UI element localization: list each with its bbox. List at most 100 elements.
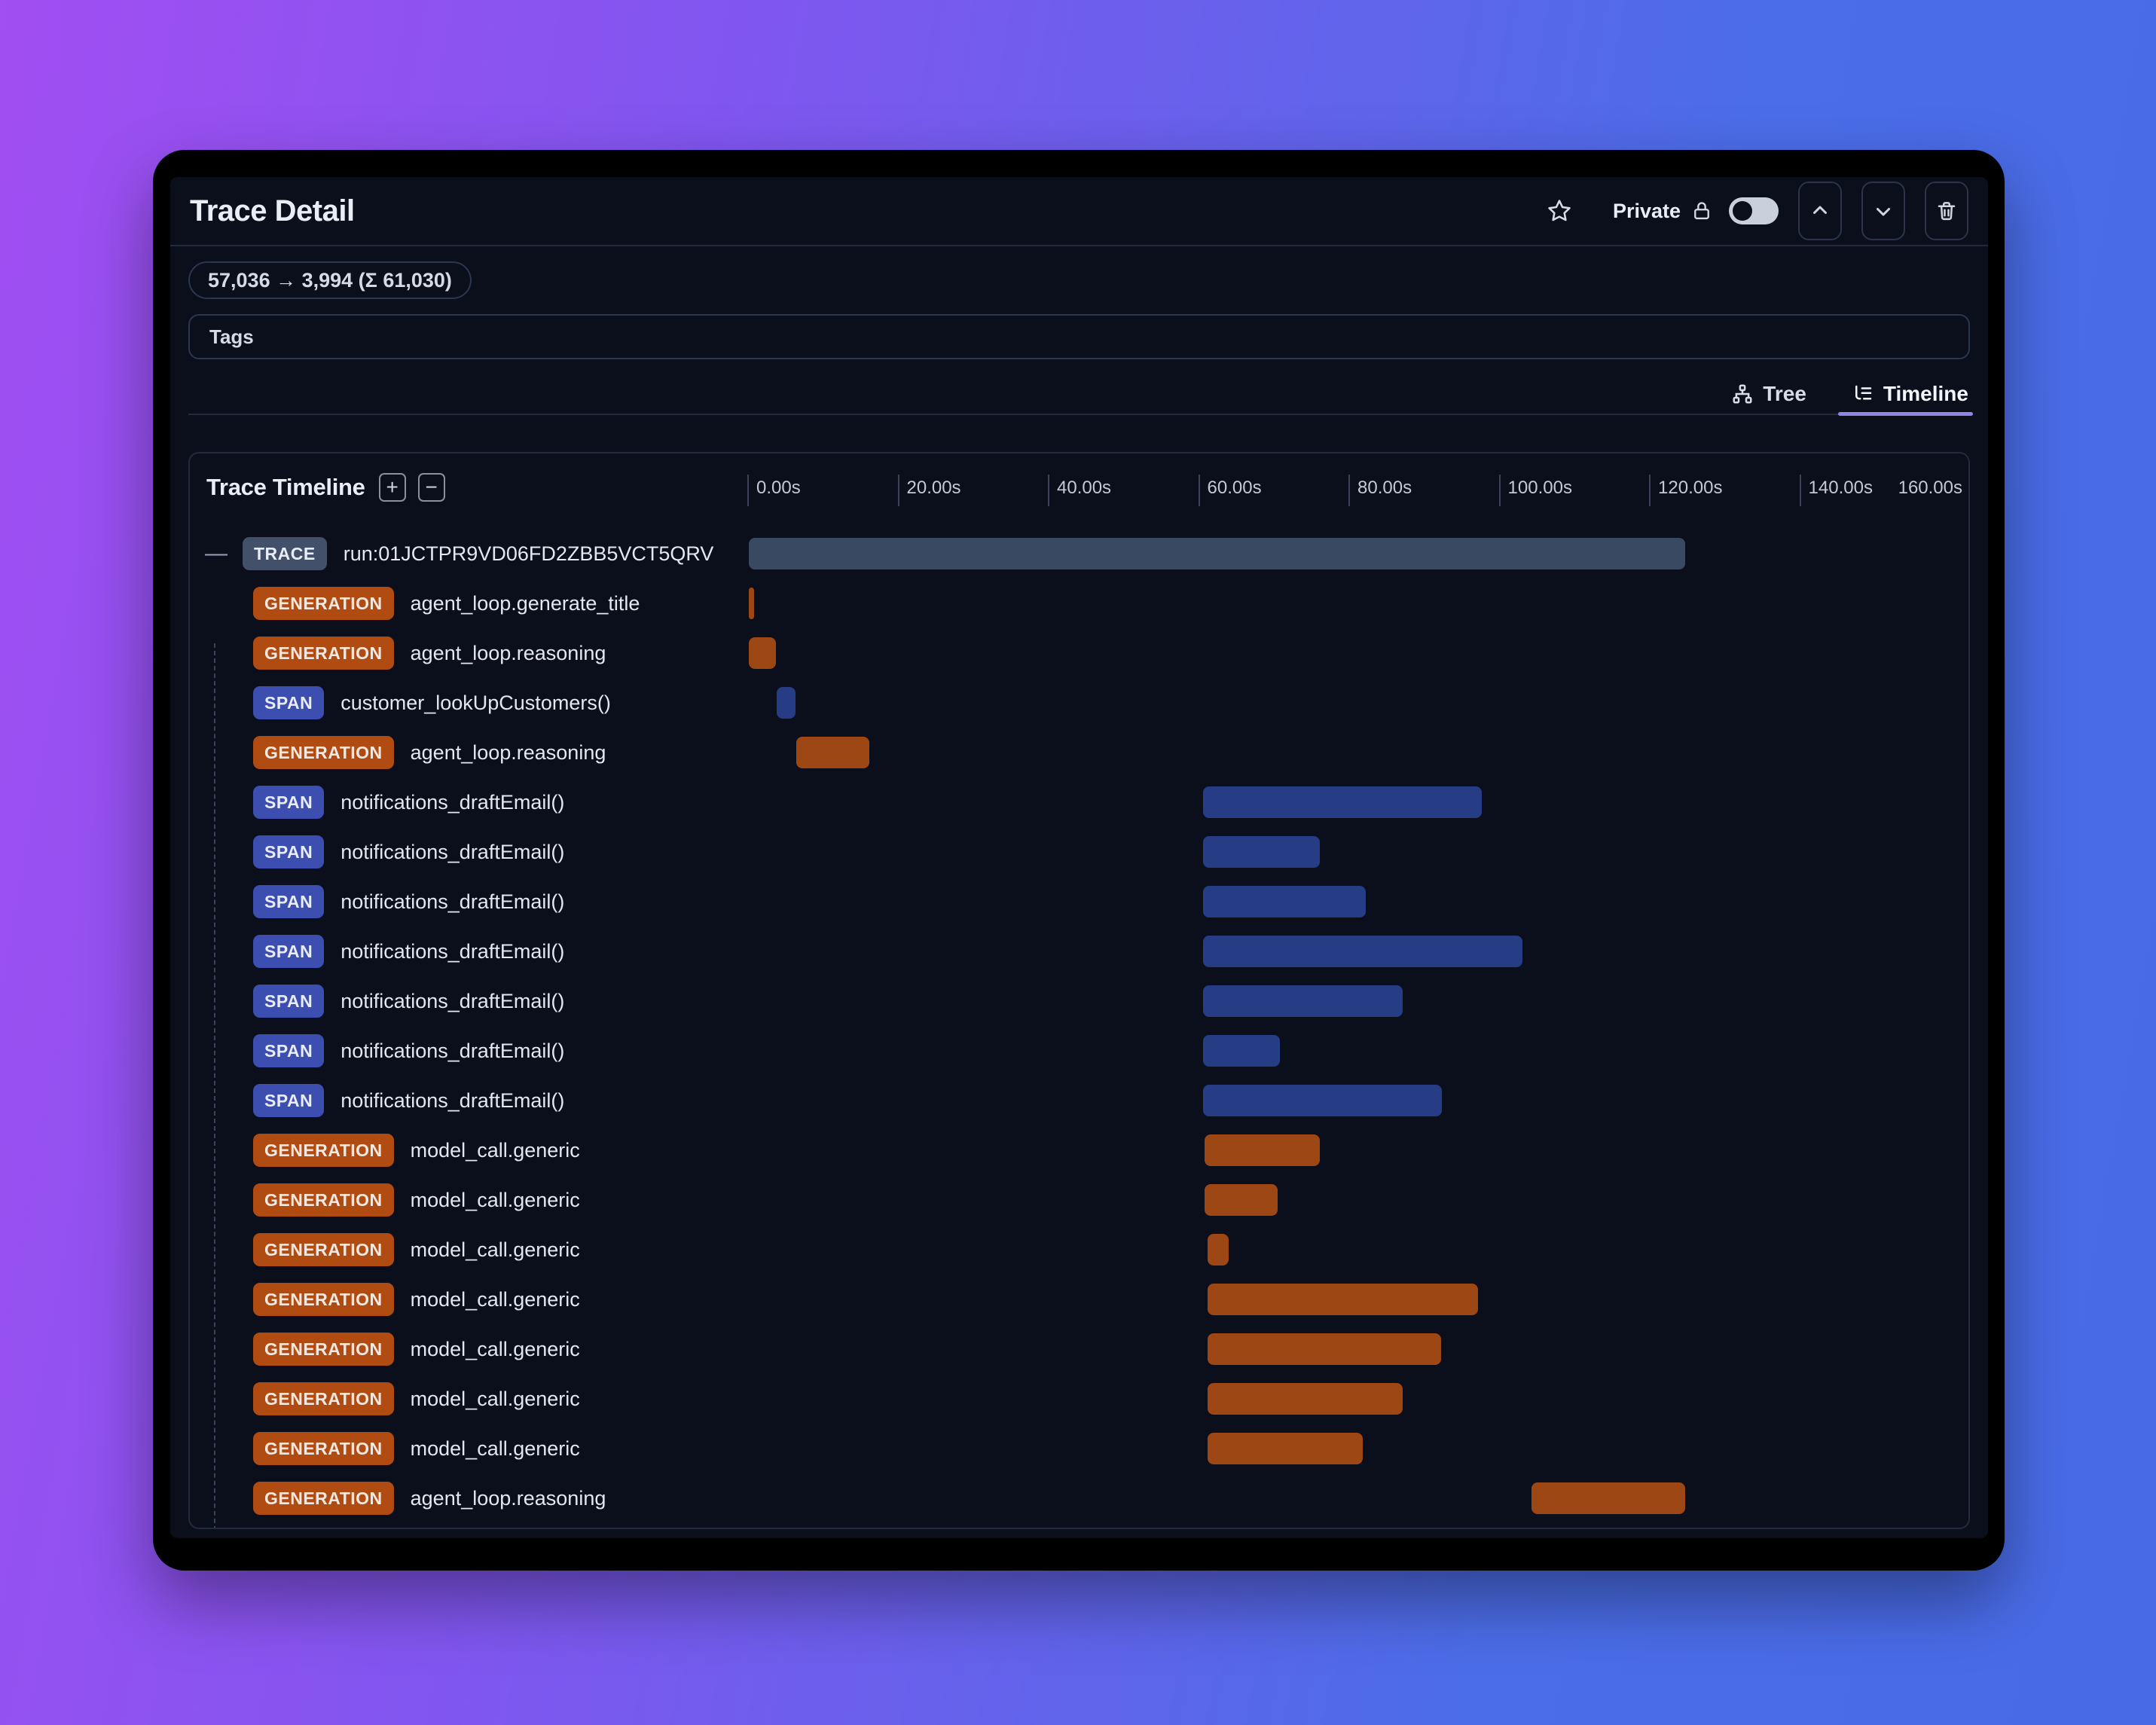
row-label-zone: GENERATION model_call.generic: [190, 1374, 747, 1424]
timeline-row[interactable]: GENERATION model_call.generic: [190, 1275, 1968, 1324]
tab-tree-label: Tree: [1763, 382, 1806, 405]
star-icon[interactable]: [1547, 198, 1572, 224]
timeline-bar[interactable]: [776, 687, 796, 719]
timeline-bar[interactable]: [1202, 985, 1403, 1017]
row-label-zone: — TRACE run:01JCTPR9VD06FD2ZBB5VCT5QRV: [190, 529, 747, 579]
axis-tick: [747, 475, 749, 506]
timeline-bar[interactable]: [1204, 1184, 1278, 1216]
row-chart-zone: [747, 1473, 1968, 1523]
row-name: notifications_draftEmail(): [341, 939, 565, 963]
expand-all-button[interactable]: +: [378, 473, 406, 502]
row-label-zone: SPAN notifications_draftEmail(): [190, 827, 747, 877]
timeline-row[interactable]: GENERATION model_call.generic: [190, 1225, 1968, 1275]
collapse-toggle[interactable]: —: [205, 541, 228, 566]
row-chart-zone: [747, 877, 1968, 927]
row-name: model_call.generic: [410, 1188, 580, 1211]
timeline-row[interactable]: SPAN customer_lookUpCustomers(): [190, 678, 1968, 728]
timeline-bar[interactable]: [1208, 1333, 1441, 1365]
row-label-zone: SPAN customer_lookUpCustomers(): [190, 678, 747, 728]
timeline-row[interactable]: GENERATION model_call.generic: [190, 1324, 1968, 1374]
row-chart-zone: [747, 777, 1968, 827]
timeline-row[interactable]: GENERATION model_call.generic: [190, 1175, 1968, 1225]
timeline-bar[interactable]: [1531, 1482, 1685, 1514]
row-label-zone: SPAN notifications_draftEmail(): [190, 1026, 747, 1076]
row-type-badge: SPAN: [253, 1084, 325, 1117]
row-name: run:01JCTPR9VD06FD2ZBB5VCT5QRV: [343, 542, 714, 565]
axis-tick: [1799, 475, 1801, 506]
tab-tree[interactable]: Tree: [1730, 374, 1808, 414]
timeline-icon: [1852, 383, 1874, 405]
row-type-badge: GENERATION: [253, 587, 394, 620]
row-name: notifications_draftEmail(): [341, 1088, 565, 1112]
timeline-bar[interactable]: [1202, 836, 1321, 868]
row-chart-zone: [747, 1324, 1968, 1374]
row-name: notifications_draftEmail(): [341, 790, 565, 814]
row-chart-zone: [747, 1076, 1968, 1125]
row-chart-zone: [747, 529, 1968, 579]
timeline-bar[interactable]: [1202, 786, 1482, 818]
toggle-knob: [1733, 201, 1752, 221]
row-chart-zone: [747, 976, 1968, 1026]
timeline-row[interactable]: GENERATION model_call.generic: [190, 1424, 1968, 1473]
timeline-row[interactable]: GENERATION agent_loop.reasoning: [190, 1473, 1968, 1523]
timeline-row[interactable]: GENERATION model_call.generic: [190, 1125, 1968, 1175]
timeline-row[interactable]: SPAN notifications_draftEmail(): [190, 1076, 1968, 1125]
timeline-row[interactable]: SPAN notifications_draftEmail(): [190, 777, 1968, 827]
row-chart-zone: [747, 1026, 1968, 1076]
timeline-row[interactable]: SPAN notifications_draftEmail(): [190, 976, 1968, 1026]
timeline-bar[interactable]: [1208, 1433, 1363, 1464]
row-type-badge: GENERATION: [253, 1183, 394, 1217]
row-name: model_call.generic: [410, 1436, 580, 1460]
timeline-row[interactable]: SPAN notifications_draftEmail(): [190, 877, 1968, 927]
timeline-bar[interactable]: [1202, 886, 1366, 917]
row-type-badge: SPAN: [253, 935, 325, 968]
row-type-badge: GENERATION: [253, 1382, 394, 1415]
timeline-bar[interactable]: [1208, 1383, 1403, 1415]
row-chart-zone: [747, 728, 1968, 777]
timeline-bar[interactable]: [1208, 1284, 1478, 1315]
navigate-up-button[interactable]: [1798, 182, 1842, 240]
timeline-row[interactable]: GENERATION agent_loop.reasoning: [190, 628, 1968, 678]
timeline-bar[interactable]: [1202, 1085, 1442, 1116]
window-content: Trace Detail Private: [170, 177, 1988, 1538]
row-chart-zone: [747, 1275, 1968, 1324]
row-type-badge: TRACE: [243, 537, 327, 570]
row-type-badge: GENERATION: [253, 1283, 394, 1316]
tab-timeline-label: Timeline: [1883, 382, 1968, 405]
row-type-badge: GENERATION: [253, 736, 394, 769]
timeline-bar[interactable]: [1204, 1134, 1321, 1166]
delete-trace-button[interactable]: [1925, 182, 1968, 240]
collapse-all-button[interactable]: −: [417, 473, 445, 502]
row-type-badge: SPAN: [253, 786, 325, 819]
timeline-row[interactable]: SPAN notifications_draftEmail(): [190, 927, 1968, 976]
row-type-badge: SPAN: [253, 1034, 325, 1067]
timeline-bar[interactable]: [748, 588, 754, 619]
tags-input[interactable]: Tags: [188, 314, 1970, 359]
row-label-zone: GENERATION model_call.generic: [190, 1175, 747, 1225]
privacy-label: Private: [1612, 199, 1681, 222]
navigate-down-button[interactable]: [1861, 182, 1905, 240]
row-name: model_call.generic: [410, 1287, 580, 1311]
axis-tick-label: 20.00s: [906, 478, 961, 498]
timeline-bar[interactable]: [796, 737, 869, 768]
timeline-bar[interactable]: [748, 538, 1685, 569]
privacy-toggle[interactable]: [1729, 197, 1779, 224]
timeline-bar[interactable]: [1202, 936, 1523, 967]
row-type-badge: SPAN: [253, 985, 325, 1018]
tab-timeline[interactable]: Timeline: [1837, 374, 1974, 416]
timeline-bar[interactable]: [1208, 1234, 1229, 1266]
timeline-row[interactable]: SPAN notifications_draftEmail(): [190, 1026, 1968, 1076]
timeline-row[interactable]: GENERATION agent_loop.reasoning: [190, 728, 1968, 777]
timeline-row[interactable]: GENERATION agent_loop.generate_title: [190, 579, 1968, 628]
axis-tick: [1649, 475, 1651, 506]
row-type-badge: GENERATION: [253, 1482, 394, 1515]
timeline-row[interactable]: SPAN notifications_draftEmail(): [190, 827, 1968, 877]
timeline-row[interactable]: — TRACE run:01JCTPR9VD06FD2ZBB5VCT5QRV: [190, 529, 1968, 579]
timeline-row[interactable]: GENERATION model_call.generic: [190, 1374, 1968, 1424]
row-chart-zone: [747, 1374, 1968, 1424]
timeline-bar[interactable]: [748, 637, 776, 669]
row-label-zone: GENERATION agent_loop.reasoning: [190, 1473, 747, 1523]
row-chart-zone: [747, 1424, 1968, 1473]
timeline-bar[interactable]: [1202, 1035, 1281, 1067]
row-chart-zone: [747, 678, 1968, 728]
